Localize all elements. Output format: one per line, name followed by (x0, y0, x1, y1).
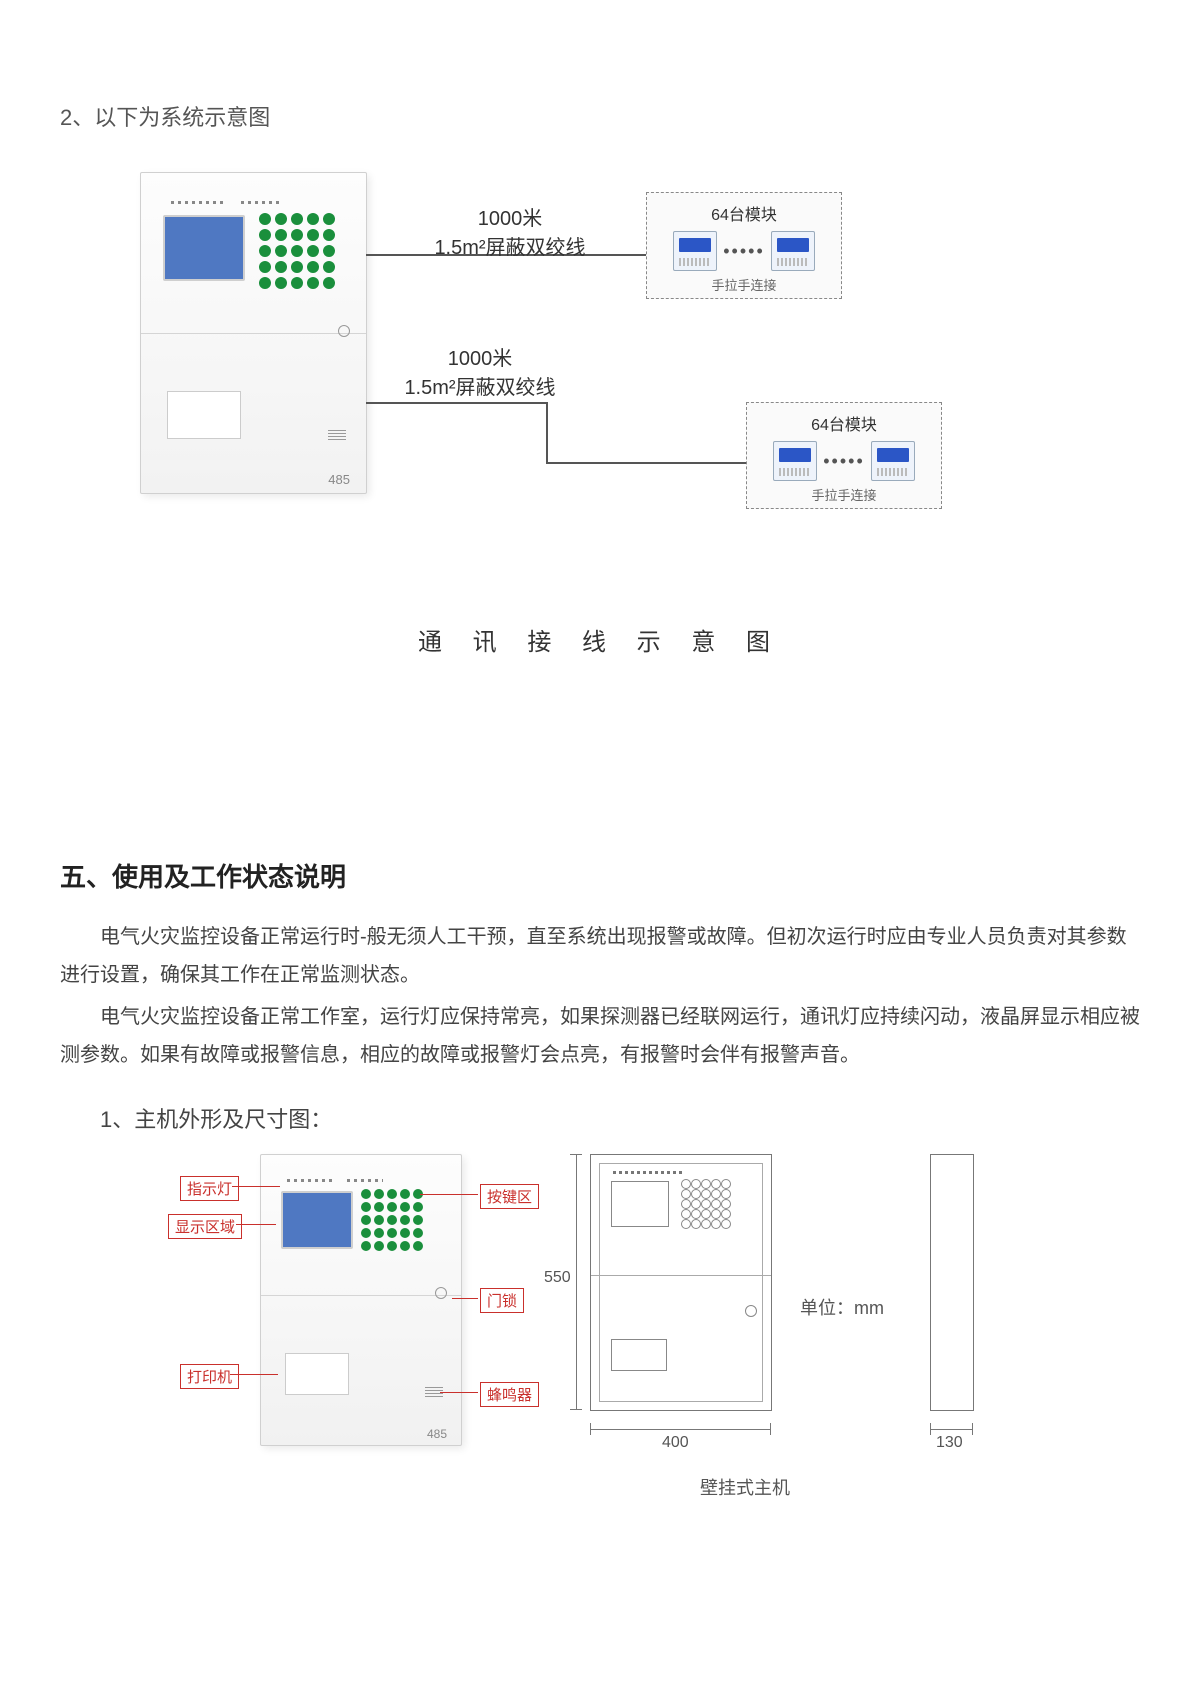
label-printer: 打印机 (180, 1364, 239, 1389)
dim-depth: 130 (936, 1434, 963, 1452)
dimension-figure: 485 指示灯 显示区域 打印机 按键区 门锁 蜂鸣器 (100, 1154, 1100, 1514)
device-screen (163, 215, 245, 281)
outline-front (590, 1154, 772, 1411)
wire1-length: 1000米 (400, 202, 620, 231)
device-annotated: 485 (260, 1154, 462, 1446)
wire2-spec: 1.5m²屏蔽双绞线 (370, 371, 590, 400)
section-5-para-2: 电气火灾监控设备正常工作室，运行灯应保持常亮，如果探测器已经联网运行，通讯灯应持… (60, 998, 1140, 1074)
label-lock: 门锁 (480, 1288, 524, 1313)
wiring-diagram: 485 1000米 1.5m²屏蔽双绞线 64台模块 ••••• 手拉手连接 1… (100, 172, 1100, 592)
figure-caption: 壁挂式主机 (700, 1474, 790, 1500)
label-buzzer: 蜂鸣器 (480, 1382, 539, 1407)
wire1-spec: 1.5m²屏蔽双绞线 (400, 231, 620, 260)
module-caption-2: 手拉手连接 (759, 485, 929, 504)
module-box-2: 64台模块 ••••• 手拉手连接 (746, 402, 942, 509)
device-printer (167, 391, 241, 439)
section-5-heading: 五、使用及工作状态说明 (60, 857, 1140, 894)
main-device: 485 (140, 172, 367, 494)
module-caption: 手拉手连接 (659, 275, 829, 294)
section-5-sub-1: 1、主机外形及尺寸图： (100, 1102, 1140, 1134)
module-title: 64台模块 (659, 201, 829, 225)
device-buzzer (328, 428, 346, 440)
dim-width: 400 (662, 1434, 689, 1452)
wire2-length: 1000米 (370, 342, 590, 371)
device-keypad (259, 213, 335, 289)
section-5-para-1: 电气火灾监控设备正常运行时-般无须人工干预，直至系统出现报警或故障。但初次运行时… (60, 918, 1140, 994)
port-label: 485 (328, 472, 350, 487)
wiring-diagram-caption: 通 讯 接 线 示 意 图 (60, 622, 1140, 657)
module-box-1: 64台模块 ••••• 手拉手连接 (646, 192, 842, 299)
dim-height: 550 (544, 1269, 571, 1287)
outline-side (930, 1154, 974, 1411)
label-display: 显示区域 (168, 1214, 242, 1239)
device-lock (338, 325, 350, 337)
unit-label: 单位：mm (800, 1294, 884, 1320)
label-keypad: 按键区 (480, 1184, 539, 1209)
section-2-title: 2、以下为系统示意图 (60, 100, 1140, 132)
module-title-2: 64台模块 (759, 411, 929, 435)
label-indicator: 指示灯 (180, 1176, 239, 1201)
